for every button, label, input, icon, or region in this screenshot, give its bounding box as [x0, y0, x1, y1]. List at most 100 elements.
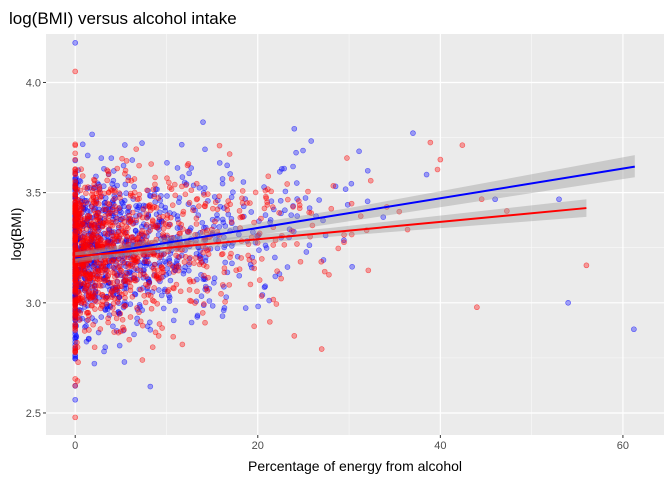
- scatter-point: [427, 139, 434, 146]
- scatter-point: [266, 297, 272, 304]
- scatter-point: [145, 283, 151, 289]
- scatter-point: [76, 228, 83, 235]
- scatter-point: [247, 281, 254, 288]
- scatter-point: [214, 212, 220, 218]
- scatter-point: [72, 156, 79, 163]
- scatter-point: [222, 223, 229, 229]
- scatter-point: [176, 195, 183, 201]
- scatter-point: [99, 267, 105, 273]
- scatter-point: [109, 269, 116, 276]
- scatter-point: [166, 258, 173, 264]
- scatter-point: [212, 199, 219, 206]
- scatter-point: [142, 258, 148, 265]
- scatter-point: [139, 223, 145, 230]
- scatter-point: [136, 191, 143, 198]
- scatter-point: [565, 300, 571, 306]
- scatter-point: [158, 264, 165, 270]
- scatter-point: [188, 319, 195, 326]
- scatter-point: [256, 247, 262, 253]
- scatter-point: [79, 173, 86, 179]
- scatter-point: [380, 214, 387, 220]
- scatter-point: [178, 141, 185, 148]
- scatter-point: [176, 199, 182, 205]
- scatter-point: [341, 237, 347, 244]
- scatter-point: [268, 198, 275, 204]
- scatter-point: [181, 179, 188, 186]
- scatter-point: [105, 272, 111, 279]
- scatter-point: [200, 189, 207, 196]
- scatter-point: [321, 268, 328, 275]
- scatter-point: [434, 166, 441, 173]
- scatter-point: [114, 272, 121, 279]
- scatter-point: [157, 252, 164, 259]
- scatter-point: [240, 203, 247, 210]
- scatter-point: [228, 219, 235, 225]
- scatter-point: [119, 291, 125, 298]
- scatter-point: [248, 209, 255, 215]
- scatter-point: [265, 173, 272, 180]
- scatter-point: [118, 199, 125, 205]
- scatter-point: [474, 304, 480, 311]
- x-tick-label: 20: [252, 440, 264, 452]
- scatter-point: [72, 166, 79, 172]
- scatter-point: [72, 150, 79, 157]
- scatter-point: [74, 196, 80, 203]
- scatter-point: [226, 151, 233, 157]
- scatter-point: [147, 326, 154, 333]
- scatter-point: [127, 314, 134, 320]
- scatter-point: [179, 174, 186, 180]
- scatter-point: [136, 212, 143, 219]
- x-tick-label: 0: [72, 440, 78, 452]
- scatter-point: [122, 290, 128, 296]
- scatter-point: [100, 183, 107, 190]
- scatter-point: [150, 186, 157, 193]
- scatter-point: [76, 207, 83, 214]
- scatter-point: [193, 251, 200, 257]
- scatter-point: [101, 165, 107, 172]
- scatter-point: [123, 190, 129, 197]
- scatter-point: [204, 288, 211, 294]
- scatter-point: [272, 273, 279, 280]
- scatter-point: [364, 167, 371, 174]
- scatter-point: [72, 280, 79, 287]
- scatter-point: [191, 260, 197, 266]
- scatter-point: [270, 296, 277, 303]
- scatter-point: [223, 294, 230, 300]
- scatter-point: [216, 160, 223, 166]
- scatter-point: [96, 282, 102, 289]
- scatter-point: [81, 215, 88, 222]
- scatter-point: [160, 220, 167, 226]
- scatter-point: [74, 262, 80, 269]
- scatter-point: [101, 206, 107, 213]
- scatter-point: [137, 267, 144, 274]
- scatter-point: [120, 162, 127, 169]
- scatter-point: [149, 344, 156, 350]
- scatter-point: [90, 321, 96, 328]
- scatter-point: [200, 249, 207, 256]
- scatter-point: [117, 194, 123, 201]
- scatter-point: [83, 190, 89, 197]
- scatter-point: [122, 214, 129, 221]
- scatter-point: [216, 224, 223, 230]
- scatter-point: [258, 215, 264, 222]
- scatter-point: [239, 188, 246, 194]
- scatter-point: [127, 192, 134, 199]
- scatter-point: [364, 198, 371, 205]
- scatter-point: [246, 256, 253, 263]
- scatter-point: [273, 301, 280, 307]
- scatter-point: [251, 265, 258, 272]
- scatter-point: [78, 216, 84, 223]
- scatter-point: [179, 341, 186, 348]
- scatter-point: [72, 68, 79, 75]
- scatter-point: [194, 288, 200, 295]
- scatter-point: [104, 200, 111, 207]
- scatter-point: [139, 214, 146, 221]
- scatter-point: [201, 191, 207, 198]
- scatter-point: [144, 187, 150, 194]
- scatter-point: [197, 247, 204, 254]
- scatter-point: [134, 315, 140, 322]
- scatter-point: [122, 167, 129, 174]
- scatter-point: [152, 174, 158, 181]
- scatter-point: [174, 165, 181, 171]
- scatter-point: [272, 254, 278, 261]
